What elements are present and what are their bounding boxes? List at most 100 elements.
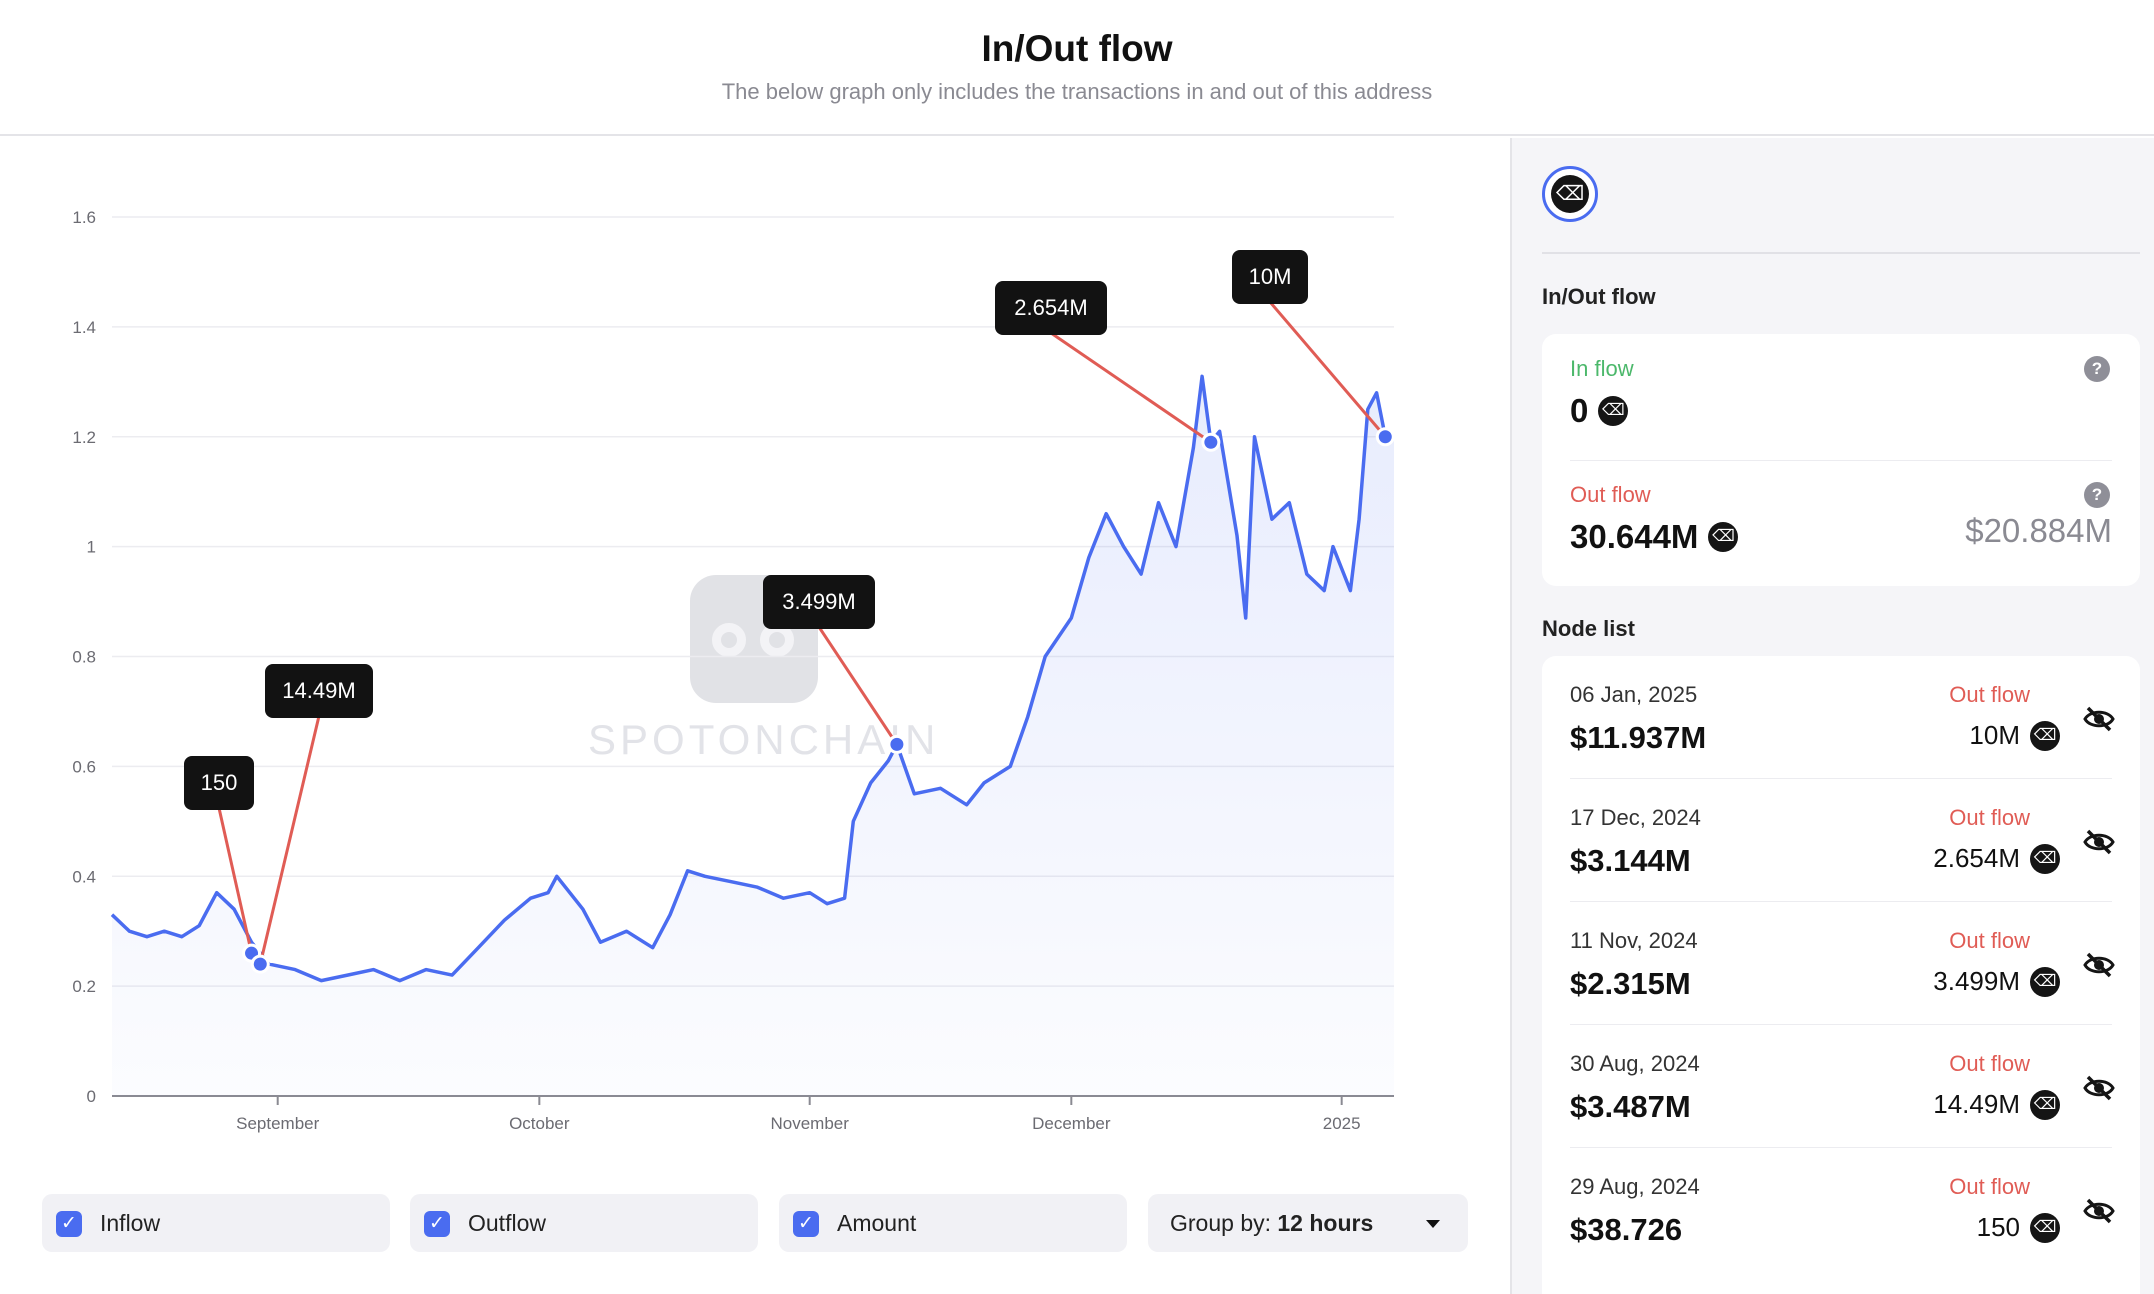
y-tick-label: 1.4 bbox=[72, 318, 96, 337]
node-flow-type: Out flow bbox=[1949, 928, 2030, 953]
node-amount-value: 10M bbox=[1969, 720, 2020, 750]
y-tick-label: 0.6 bbox=[72, 757, 96, 776]
x-tick-label: November bbox=[770, 1114, 849, 1133]
flow-summary-card: In flow ? 0 ⌫ Out flow ? 30.644M ⌫ $20.8… bbox=[1542, 334, 2140, 586]
annotation-connector bbox=[217, 807, 254, 954]
token-icon: ⌫ bbox=[2030, 1089, 2060, 1120]
annotation-connector bbox=[1050, 331, 1212, 444]
flow-section-title: In/Out flow bbox=[1542, 284, 1656, 309]
side-panel: ⌫ In/Out flow In flow ? 0 ⌫ Out flow ? 3… bbox=[1510, 138, 2154, 1294]
divider bbox=[1570, 1024, 2112, 1025]
y-tick-label: 1 bbox=[87, 538, 96, 557]
help-icon[interactable]: ? bbox=[2084, 356, 2110, 382]
outflow-summary-value: 30.644M ⌫ bbox=[1570, 518, 1739, 556]
outflow-summary-label: Out flow bbox=[1570, 482, 1651, 507]
node-amount-value: 150 bbox=[1976, 1212, 2020, 1242]
check-icon: ✓ bbox=[56, 1211, 82, 1237]
annotation-point bbox=[1201, 432, 1221, 452]
node-list: 06 Jan, 2025 $11.937M Out flow 10M ⌫ 17 Dec, … bbox=[1542, 656, 2140, 1294]
node-amount-value: 14.49M bbox=[1933, 1089, 2020, 1119]
annotation-label: 14.49M bbox=[282, 678, 355, 703]
divider bbox=[1570, 1147, 2112, 1148]
page-subtitle: The below graph only includes the transa… bbox=[721, 79, 1433, 104]
group-by-select[interactable]: Group by: 12 hours bbox=[1148, 1194, 1468, 1252]
outflow-label: Outflow bbox=[468, 1210, 546, 1236]
token-icon: ⌫ bbox=[1598, 396, 1629, 426]
node-list-title: Node list bbox=[1542, 616, 1635, 641]
y-tick-label: 0.2 bbox=[72, 977, 96, 996]
annotation-box bbox=[265, 664, 373, 718]
node-date: 11 Nov, 2024 bbox=[1570, 928, 1698, 953]
inflow-summary-value: 0 ⌫ bbox=[1570, 392, 1629, 430]
node-list-item[interactable]: 29 Aug, 2024 $38.726 Out flow 150 ⌫ bbox=[1542, 1148, 2140, 1271]
node-flow-type: Out flow bbox=[1949, 1174, 2030, 1199]
x-tick-label: September bbox=[236, 1114, 319, 1133]
token-icon: ⌫ bbox=[2030, 720, 2060, 751]
node-amount-value: 3.499M bbox=[1933, 966, 2020, 996]
group-by-value: 12 hours bbox=[1277, 1210, 1374, 1236]
outflow-checkbox[interactable]: ✓ Outflow bbox=[410, 1194, 758, 1252]
node-flow-type: Out flow bbox=[1949, 805, 2030, 830]
caret-down-icon bbox=[1426, 1220, 1440, 1228]
inflow-amount: 0 bbox=[1570, 392, 1589, 429]
hide-eye-icon[interactable] bbox=[2082, 1073, 2116, 1103]
hide-eye-icon[interactable] bbox=[2082, 1196, 2116, 1226]
annotation-connector bbox=[1268, 301, 1387, 438]
node-amount: 14.49M ⌫ bbox=[1933, 1089, 2060, 1120]
amount-label: Amount bbox=[837, 1210, 917, 1236]
x-tick-label: 2025 bbox=[1323, 1114, 1361, 1133]
node-flow-type: Out flow bbox=[1949, 682, 2030, 707]
node-list-item[interactable]: 30 Aug, 2024 $3.487M Out flow 14.49M ⌫ bbox=[1542, 1025, 2140, 1148]
group-by-label: Group by: bbox=[1170, 1210, 1271, 1236]
x-tick-label: October bbox=[509, 1114, 570, 1133]
hide-eye-icon[interactable] bbox=[2082, 827, 2116, 857]
node-list-item[interactable]: 11 Nov, 2024 $2.315M Out flow 3.499M ⌫ bbox=[1542, 902, 2140, 1025]
node-list-item[interactable]: 17 Dec, 2024 $3.144M Out flow 2.654M ⌫ bbox=[1542, 779, 2140, 902]
y-tick-label: 0.8 bbox=[72, 648, 96, 667]
annotation-point bbox=[1375, 427, 1395, 447]
help-icon[interactable]: ? bbox=[2084, 482, 2110, 508]
page-title: In/Out flow bbox=[981, 28, 1173, 69]
annotation-label: 150 bbox=[201, 770, 238, 795]
hide-eye-icon[interactable] bbox=[2082, 704, 2116, 734]
divider bbox=[1570, 901, 2112, 902]
node-date: 17 Dec, 2024 bbox=[1570, 805, 1701, 830]
node-date: 29 Aug, 2024 bbox=[1570, 1174, 1700, 1199]
token-icon: ⌫ bbox=[1551, 175, 1589, 213]
node-date: 06 Jan, 2025 bbox=[1570, 682, 1698, 707]
token-icon: ⌫ bbox=[2030, 966, 2060, 997]
node-list-item[interactable]: 06 Jan, 2025 $11.937M Out flow 10M ⌫ bbox=[1542, 656, 2140, 779]
inflow-checkbox[interactable]: ✓ Inflow bbox=[42, 1194, 390, 1252]
check-icon: ✓ bbox=[793, 1211, 819, 1237]
divider bbox=[1570, 460, 2112, 461]
hide-eye-icon[interactable] bbox=[2082, 950, 2116, 980]
outflow-amount: 30.644M bbox=[1570, 518, 1699, 555]
token-selector[interactable]: ⌫ bbox=[1542, 166, 1598, 222]
outflow-usd-value: $20.884M bbox=[1965, 512, 2112, 549]
divider bbox=[1570, 778, 2112, 779]
node-date: 30 Aug, 2024 bbox=[1570, 1051, 1700, 1076]
series-area bbox=[112, 376, 1394, 1096]
inflow-summary-label: In flow bbox=[1570, 356, 1634, 381]
y-tick-label: 0 bbox=[87, 1087, 96, 1106]
annotation-box bbox=[995, 281, 1107, 335]
annotation-point bbox=[250, 954, 270, 974]
annotation-label: 3.499M bbox=[782, 589, 855, 614]
annotation-label: 10M bbox=[1249, 264, 1292, 289]
node-usd-value: $2.315M bbox=[1570, 966, 1691, 1001]
inout-flow-chart[interactable]: 0 0.2 0.4 0.6 0.8 1 1.2 1.4 1.6 September October N… bbox=[0, 138, 1510, 1178]
node-amount: 10M ⌫ bbox=[1969, 720, 2060, 751]
divider bbox=[1542, 252, 2140, 254]
annotation-label: 2.654M bbox=[1014, 295, 1087, 320]
node-usd-value: $38.726 bbox=[1570, 1212, 1683, 1247]
amount-checkbox[interactable]: ✓ Amount bbox=[779, 1194, 1127, 1252]
node-amount: 150 ⌫ bbox=[1977, 1212, 2060, 1243]
y-tick-label: 1.6 bbox=[72, 208, 96, 227]
token-icon: ⌫ bbox=[2030, 843, 2060, 874]
annotation-connector bbox=[817, 626, 899, 746]
y-tick-label: 1.2 bbox=[72, 428, 96, 447]
node-amount-value: 2.654M bbox=[1933, 843, 2020, 873]
annotation-box bbox=[1232, 250, 1308, 304]
annotation-box bbox=[184, 756, 254, 810]
annotation-connector bbox=[258, 715, 321, 965]
